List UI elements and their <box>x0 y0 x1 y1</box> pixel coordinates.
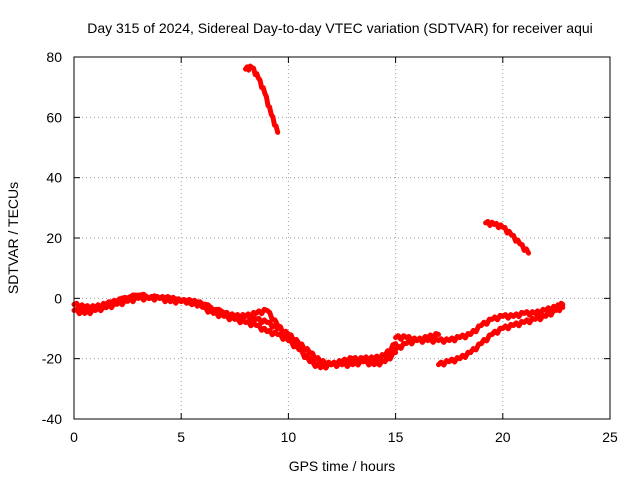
y-tick-label: 60 <box>46 109 62 125</box>
x-tick-label: 20 <box>495 429 511 445</box>
x-tick-label: 10 <box>281 429 297 445</box>
y-tick-label: -40 <box>42 411 62 427</box>
series-line-arc-4 <box>243 63 281 135</box>
x-tick-label: 0 <box>70 429 78 445</box>
x-tick-label: 25 <box>602 429 618 445</box>
series-line-arc-6 <box>436 303 566 368</box>
y-tick-label: 20 <box>46 230 62 246</box>
chart-title: Day 315 of 2024, Sidereal Day-to-day VTE… <box>87 20 593 36</box>
series-line-arc-5 <box>393 300 566 345</box>
y-tick-label: 80 <box>46 49 62 65</box>
x-tick-label: 15 <box>388 429 404 445</box>
x-tick-label: 5 <box>177 429 185 445</box>
series-layer <box>71 63 566 371</box>
y-tick-label: 40 <box>46 170 62 186</box>
series-line-arc-3 <box>75 291 399 371</box>
ticks: 0 5 10 15 20 25 -40 -20 0 20 40 60 80 <box>42 49 618 445</box>
y-tick-label: -20 <box>42 351 62 367</box>
grid <box>74 57 610 419</box>
y-tick-label: 0 <box>54 290 62 306</box>
x-axis-label: GPS time / hours <box>289 458 396 474</box>
series-line-arc-7 <box>483 219 531 256</box>
y-axis-label: SDTVAR / TECUs <box>5 182 21 294</box>
